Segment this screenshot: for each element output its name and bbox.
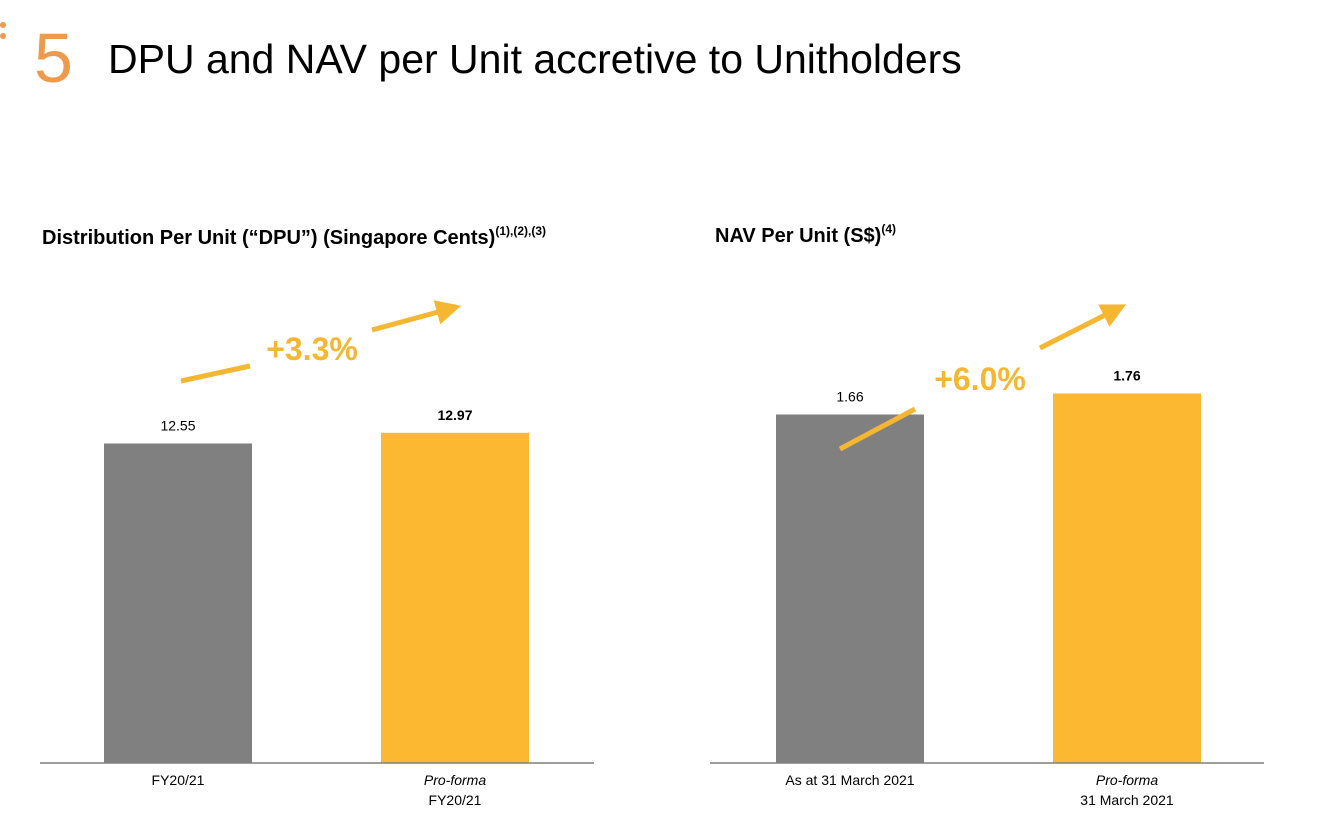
dpu-growth-arrow-segment-2: [371, 300, 462, 333]
dpu-category-label-2-line2: FY20/21: [429, 792, 482, 808]
nav-category-label-2-line2: 31 March 2021: [1080, 792, 1174, 808]
nav-bar-1: [776, 414, 924, 763]
dpu-chart-title-footnote: (1),(2),(3): [495, 224, 547, 238]
nav-bar-2: [1053, 393, 1201, 763]
nav-category-label-1: As at 31 March 2021: [785, 772, 914, 788]
dpu-value-label-2: 12.97: [437, 407, 472, 423]
dpu-bar-2: [381, 432, 529, 763]
dpu-bar-1: [104, 443, 252, 763]
nav-chart-title: NAV Per Unit (S$)(4): [715, 222, 896, 248]
slide-title: DPU and NAV per Unit accretive to Unitho…: [108, 36, 962, 82]
nav-growth-arrow-segment-2: [1038, 304, 1127, 351]
dpu-category-label-2: Pro-forma: [424, 772, 486, 788]
nav-value-label-2: 1.76: [1113, 367, 1140, 383]
dpu-chart-title: Distribution Per Unit (“DPU”) (Singapore…: [42, 224, 546, 250]
nav-chart-title-text: NAV Per Unit (S$): [715, 225, 882, 247]
dpu-value-label-1: 12.55: [160, 417, 195, 433]
nav-category-label-2: Pro-forma: [1096, 772, 1158, 788]
dpu-growth-label: +3.3%: [266, 331, 358, 367]
nav-value-label-1: 1.66: [836, 388, 863, 404]
nav-growth-arrow-segment-1: [838, 406, 917, 452]
nav-growth-label: +6.0%: [934, 361, 1026, 397]
dpu-category-label-1: FY20/21: [152, 772, 205, 788]
dpu-chart-title-text: Distribution Per Unit (“DPU”) (Singapore…: [42, 227, 496, 249]
nav-chart-title-footnote: (4): [881, 222, 896, 236]
corner-accent-mark: [0, 22, 6, 48]
dpu-growth-arrow-segment-1: [180, 363, 251, 384]
slide-number: 5: [34, 19, 73, 97]
